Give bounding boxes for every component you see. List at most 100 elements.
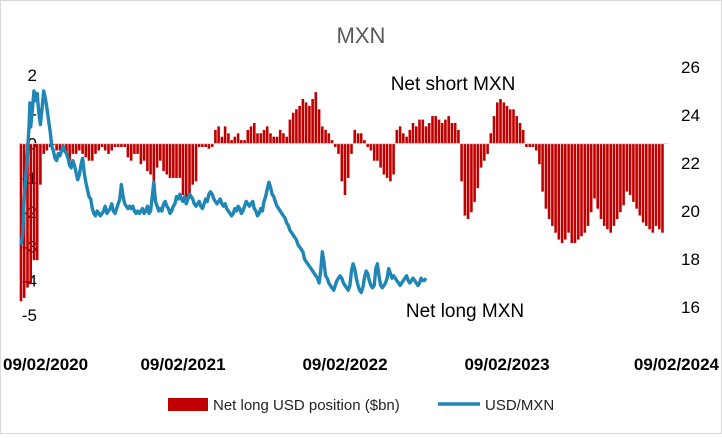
- bar-net-long-usd: [512, 109, 515, 144]
- bar-net-long-usd: [139, 143, 143, 165]
- bar-net-long-usd: [473, 143, 476, 202]
- bar-net-long-usd: [32, 143, 36, 261]
- y-right-tick-label: 22: [681, 154, 700, 173]
- bar-net-long-usd: [39, 143, 42, 185]
- bar-net-long-usd: [609, 143, 612, 233]
- bar-net-long-usd: [201, 143, 204, 147]
- bar-net-long-usd: [648, 143, 651, 230]
- bar-net-long-usd: [528, 143, 531, 147]
- bar-net-long-usd: [113, 143, 117, 147]
- bar-net-long-usd: [91, 143, 94, 161]
- bar-net-long-usd: [356, 133, 360, 144]
- bar-net-long-usd: [269, 133, 272, 144]
- bar-net-long-usd: [615, 143, 619, 219]
- bar-net-long-usd: [304, 102, 308, 144]
- bar-net-long-usd: [369, 143, 373, 151]
- bar-net-long-usd: [411, 123, 415, 144]
- bar-net-long-usd: [97, 143, 101, 151]
- bar-net-long-usd: [564, 143, 567, 240]
- bar-net-long-usd: [363, 140, 366, 144]
- bar-net-long-usd: [632, 143, 635, 202]
- bar-net-long-usd: [207, 143, 211, 149]
- bar-net-long-usd: [551, 143, 554, 226]
- bar-net-long-usd: [146, 143, 149, 171]
- bar-net-long-usd: [424, 126, 428, 144]
- bar-net-long-usd: [26, 143, 29, 288]
- bar-net-long-usd: [557, 143, 561, 240]
- bar-net-long-usd: [191, 143, 194, 185]
- bar-net-long-usd: [619, 143, 622, 213]
- bar-net-long-usd: [65, 143, 68, 154]
- legend: Net long USD position ($bn) USD/MXN: [168, 397, 554, 414]
- bar-net-long-usd: [486, 143, 489, 154]
- bar-net-long-usd: [366, 143, 369, 147]
- bar-net-long-usd: [596, 143, 599, 209]
- bar-net-long-usd: [440, 123, 444, 144]
- bar-net-long-usd: [457, 129, 460, 144]
- bar-net-long-usd: [301, 99, 305, 144]
- bar-net-long-usd: [346, 143, 350, 178]
- x-tick-label: 09/02/2024: [634, 355, 720, 374]
- bar-net-long-usd: [405, 136, 408, 144]
- bar-net-long-usd: [142, 143, 146, 161]
- x-tick-label: 09/02/2021: [140, 355, 225, 374]
- bar-net-long-usd: [628, 143, 632, 195]
- bar-net-long-usd: [372, 143, 376, 161]
- bar-net-long-usd: [317, 109, 321, 144]
- x-tick-label: 09/02/2022: [302, 355, 387, 374]
- bar-net-long-usd: [447, 116, 450, 144]
- bar-net-long-usd: [214, 129, 217, 144]
- chart-title: MXN: [337, 23, 386, 48]
- bar-net-long-usd: [19, 143, 23, 302]
- bar-net-long-usd: [382, 143, 386, 175]
- x-tick-label: 09/02/2023: [464, 355, 549, 374]
- bar-net-long-usd: [421, 119, 425, 144]
- bar-net-long-usd: [55, 143, 58, 151]
- bar-net-long-usd: [463, 143, 467, 216]
- bar-net-long-usd: [385, 143, 389, 178]
- bar-net-long-usd: [123, 143, 126, 147]
- bar-net-long-usd: [42, 143, 45, 154]
- bar-net-long-usd: [126, 143, 130, 158]
- bar-net-long-usd: [136, 143, 139, 154]
- bar-net-long-usd: [107, 143, 110, 154]
- bar-net-long-usd: [444, 119, 447, 144]
- bar-net-long-usd: [278, 129, 282, 144]
- bar-series-net-long-usd: [19, 92, 664, 302]
- bar-net-long-usd: [152, 143, 156, 185]
- bar-net-long-usd: [544, 143, 548, 209]
- bar-net-long-usd: [324, 129, 327, 144]
- bar-net-long-usd: [586, 143, 590, 226]
- bar-net-long-usd: [330, 140, 334, 144]
- bar-net-long-usd: [392, 143, 395, 175]
- legend-label-line: USD/MXN: [485, 397, 554, 414]
- bar-net-long-usd: [541, 143, 544, 192]
- bar-net-long-usd: [525, 143, 528, 147]
- bar-net-long-usd: [35, 143, 39, 261]
- y-right-tick-label: 16: [681, 298, 700, 317]
- bar-net-long-usd: [275, 136, 279, 144]
- bar-net-long-usd: [450, 123, 454, 144]
- bar-net-long-usd: [52, 143, 55, 146]
- bar-net-long-usd: [68, 143, 71, 161]
- bar-net-long-usd: [262, 129, 266, 144]
- bar-net-long-usd: [470, 143, 473, 213]
- bar-net-long-usd: [427, 123, 431, 144]
- bar-net-long-usd: [217, 126, 220, 144]
- bar-net-long-usd: [460, 143, 463, 182]
- bar-net-long-usd: [415, 126, 418, 144]
- bar-net-long-usd: [492, 116, 496, 144]
- bar-net-long-usd: [116, 143, 120, 147]
- bar-net-long-usd: [418, 119, 421, 144]
- bar-net-long-usd: [94, 143, 97, 154]
- bar-net-long-usd: [178, 143, 182, 178]
- bar-net-long-usd: [71, 143, 75, 154]
- bar-net-long-usd: [570, 143, 574, 243]
- bar-net-long-usd: [398, 126, 402, 144]
- bar-net-long-usd: [577, 143, 580, 240]
- bar-net-long-usd: [573, 143, 577, 243]
- bar-net-long-usd: [162, 143, 165, 171]
- bar-net-long-usd: [282, 133, 285, 144]
- bar-net-long-usd: [651, 143, 655, 233]
